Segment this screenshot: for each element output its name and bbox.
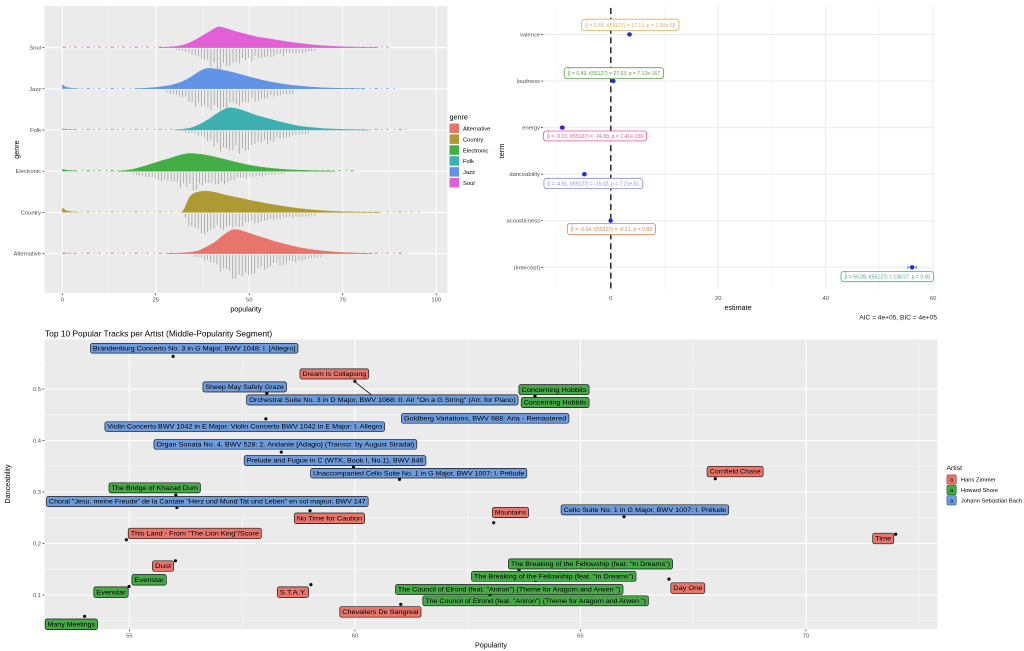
svg-text:50: 50 bbox=[246, 298, 252, 304]
svg-text:Dust: Dust bbox=[155, 563, 171, 570]
svg-text:^: ^ bbox=[585, 19, 587, 24]
svg-text:The Council of Elrond (feat. ": The Council of Elrond (feat. "Aniron") (… bbox=[398, 587, 621, 594]
svg-text:25: 25 bbox=[152, 298, 158, 304]
svg-text:55: 55 bbox=[126, 634, 132, 640]
svg-text:Soul: Soul bbox=[29, 46, 41, 52]
svg-text:70: 70 bbox=[803, 634, 809, 640]
svg-text:Alternative: Alternative bbox=[14, 252, 41, 258]
svg-text:β = -9.03, t(55127) = -24.88,: β = -9.03, t(55127) = -24.88, p = 7.41e-… bbox=[547, 134, 643, 140]
svg-text:β = 56.08, t(55127) = 138.57,: β = 56.08, t(55127) = 138.57, p = 0.00 bbox=[845, 275, 931, 281]
svg-text:60: 60 bbox=[930, 296, 936, 302]
svg-text:This Land - From "The Lion Kin: This Land - From "The Lion King"/Score bbox=[131, 531, 260, 538]
svg-text:75: 75 bbox=[339, 298, 345, 304]
svg-text:0.1: 0.1 bbox=[33, 593, 41, 599]
svg-text:Dream Is Collapsing: Dream Is Collapsing bbox=[303, 371, 367, 378]
svg-text:Prelude and Fugue in C (WTK, B: Prelude and Fugue in C (WTK, Book I, No.… bbox=[247, 458, 424, 465]
svg-text:β = -0.04, t(55127) = -0.21, p: β = -0.04, t(55127) = -0.21, p = 0.83 bbox=[571, 227, 652, 233]
svg-text:^: ^ bbox=[568, 67, 570, 72]
svg-text:0.4: 0.4 bbox=[33, 439, 42, 445]
svg-text:Choral "Jesu, meine Freude" de: Choral "Jesu, meine Freude" de la Cantat… bbox=[49, 499, 366, 506]
svg-text:40: 40 bbox=[822, 296, 828, 302]
svg-text:Evenstar: Evenstar bbox=[134, 577, 163, 584]
svg-text:Violin Concerto BWV 1042 in E: Violin Concerto BWV 1042 in E Major: Vio… bbox=[107, 424, 382, 431]
svg-text:valence: valence bbox=[520, 32, 540, 38]
svg-text:Soul: Soul bbox=[463, 181, 475, 187]
svg-text:β = 3.49, t(55127) = 17.13, p: β = 3.49, t(55127) = 17.13, p = 1.30e-65 bbox=[585, 23, 675, 29]
svg-text:a: a bbox=[950, 478, 953, 484]
svg-text:energy: energy bbox=[522, 126, 540, 132]
svg-text:The Breaking of the Fellowship: The Breaking of the Fellowship (feat. "I… bbox=[474, 573, 634, 580]
svg-text:Folk: Folk bbox=[463, 159, 474, 165]
svg-text:65: 65 bbox=[577, 634, 583, 640]
svg-text:S.T.A.Y.: S.T.A.Y. bbox=[280, 589, 306, 596]
svg-text:The Council of Elrond (feat. ": The Council of Elrond (feat. "Aniron") (… bbox=[425, 598, 646, 605]
svg-text:Electronic: Electronic bbox=[463, 148, 489, 154]
svg-text:Popularity: Popularity bbox=[475, 641, 507, 650]
svg-text:0: 0 bbox=[61, 298, 64, 304]
svg-text:(Intercept): (Intercept) bbox=[514, 265, 540, 271]
svg-text:Cello Suite No. 1 in G Major,: Cello Suite No. 1 in G Major, BWV 1007: … bbox=[564, 507, 727, 514]
svg-text:100: 100 bbox=[431, 298, 441, 304]
svg-text:Organ Sonata No. 4, BWV 528: 2: Organ Sonata No. 4, BWV 528: 2. Andante … bbox=[156, 442, 414, 449]
svg-text:0: 0 bbox=[609, 296, 612, 302]
svg-text:Concerning Hobbits: Concerning Hobbits bbox=[521, 387, 586, 394]
svg-text:0.3: 0.3 bbox=[33, 490, 41, 496]
svg-text:Country: Country bbox=[463, 137, 483, 143]
svg-text:popularity: popularity bbox=[230, 305, 262, 314]
svg-text:The Bridge of Khazad Dum: The Bridge of Khazad Dum bbox=[112, 485, 198, 492]
svg-text:Folk: Folk bbox=[30, 128, 41, 134]
svg-text:^: ^ bbox=[571, 223, 573, 228]
svg-text:Evenstar: Evenstar bbox=[96, 589, 125, 596]
svg-text:Artist: Artist bbox=[947, 465, 963, 472]
svg-text:^: ^ bbox=[547, 130, 549, 135]
svg-text:danceability: danceability bbox=[509, 172, 540, 178]
svg-text:genre: genre bbox=[450, 113, 468, 122]
svg-text:Johann Sebastian Bach: Johann Sebastian Bach bbox=[961, 498, 1022, 504]
svg-text:Goldberg Variations, BWV 988:: Goldberg Variations, BWV 988: Aria - Rem… bbox=[404, 416, 567, 423]
svg-text:Chevaliers De Sangreal: Chevaliers De Sangreal bbox=[342, 609, 418, 616]
svg-text:Day One: Day One bbox=[673, 585, 703, 592]
svg-text:Unaccompanied Cello Suite No.: Unaccompanied Cello Suite No. 1 in G Maj… bbox=[313, 470, 525, 477]
svg-text:0.2: 0.2 bbox=[33, 542, 41, 548]
svg-text:^: ^ bbox=[547, 178, 549, 183]
svg-text:Country: Country bbox=[21, 210, 41, 216]
svg-text:No Time for Caution: No Time for Caution bbox=[297, 515, 363, 522]
svg-text:β = 0.49, t(55127) = 27.63, p: β = 0.49, t(55127) = 27.63, p = 7.12e-16… bbox=[568, 71, 660, 77]
svg-text:Jazz: Jazz bbox=[29, 87, 41, 93]
svg-text:Howard Shore: Howard Shore bbox=[961, 488, 998, 494]
svg-text:AIC = 4e+05, BIC = 4e+05: AIC = 4e+05, BIC = 4e+05 bbox=[859, 315, 937, 322]
svg-text:Mountains: Mountains bbox=[495, 510, 526, 517]
svg-text:Concerning Hobbits: Concerning Hobbits bbox=[524, 400, 587, 407]
svg-text:Electronic: Electronic bbox=[16, 169, 42, 175]
svg-text:Hans Zimmer: Hans Zimmer bbox=[961, 478, 996, 484]
svg-text:term: term bbox=[497, 144, 506, 158]
svg-text:Time: Time bbox=[875, 536, 892, 543]
svg-text:Orchestral Suite No. 3 in D Ma: Orchestral Suite No. 3 in D Major, BWV 1… bbox=[249, 397, 516, 404]
svg-text:^: ^ bbox=[845, 271, 847, 276]
svg-text:0.5: 0.5 bbox=[33, 387, 41, 393]
svg-text:Danceability: Danceability bbox=[3, 464, 12, 504]
svg-text:Brandenburg Concerto No. 3 in: Brandenburg Concerto No. 3 in G Major, B… bbox=[93, 345, 296, 352]
svg-text:Cornfield Chase: Cornfield Chase bbox=[710, 469, 762, 476]
svg-text:60: 60 bbox=[352, 634, 358, 640]
svg-text:estimate: estimate bbox=[724, 303, 751, 312]
svg-text:Jazz: Jazz bbox=[463, 170, 475, 176]
svg-text:Top 10 Popular Tracks per Arti: Top 10 Popular Tracks per Artist (Middle… bbox=[45, 328, 272, 338]
svg-text:genre: genre bbox=[12, 140, 21, 158]
svg-text:loudness: loudness bbox=[517, 79, 540, 85]
svg-text:20: 20 bbox=[715, 296, 721, 302]
svg-text:Many Meetings: Many Meetings bbox=[48, 621, 95, 628]
svg-text:a: a bbox=[950, 499, 953, 505]
svg-text:acousticness: acousticness bbox=[506, 219, 540, 225]
svg-text:a: a bbox=[950, 488, 953, 494]
svg-text:β = -4.91, t(55127) = -15.02,: β = -4.91, t(55127) = -15.02, p = 7.21e-… bbox=[547, 181, 639, 187]
svg-text:Sheep May Safely Graze: Sheep May Safely Graze bbox=[205, 384, 284, 391]
svg-text:Alternative: Alternative bbox=[463, 127, 490, 133]
svg-text:The Breaking of the Fellowship: The Breaking of the Fellowship (feat. "I… bbox=[511, 561, 670, 568]
